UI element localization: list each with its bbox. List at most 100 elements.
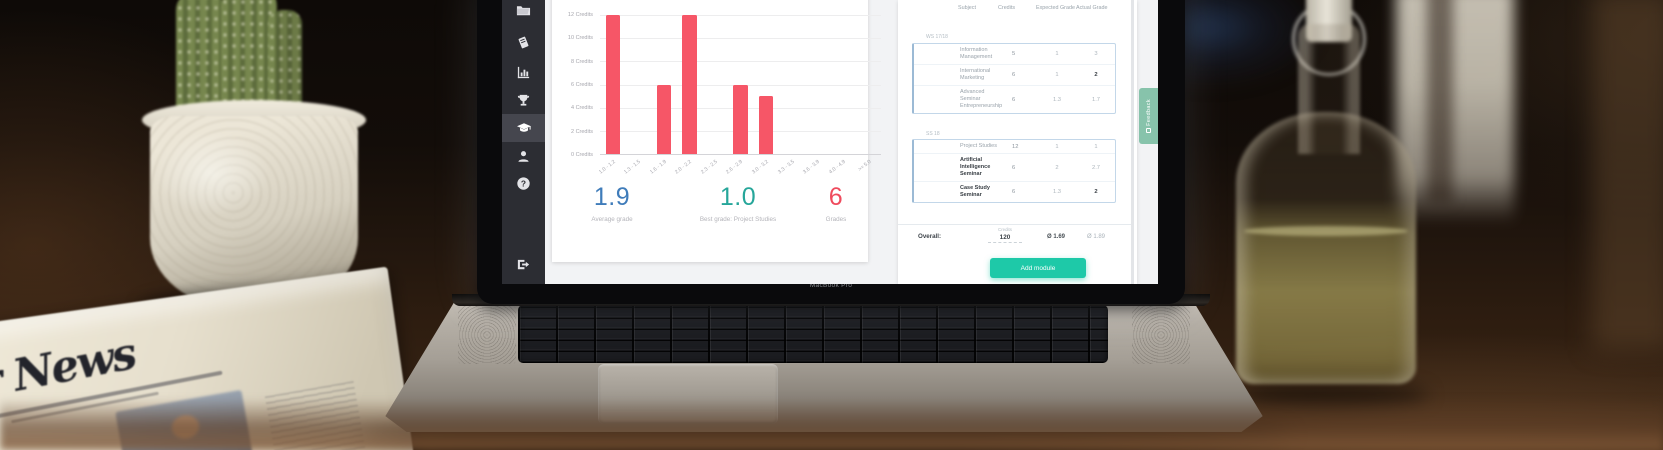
- stat-value: 6: [828, 183, 844, 211]
- chart-y-axis: 12 Credits 10 Credits 8 Credits 6 Credits 4 …: [552, 12, 596, 158]
- column-header-actual-grade: Actual Grade: [1076, 5, 1108, 11]
- chart-bar: [733, 84, 748, 154]
- stat-best-grade: 1.0 Best grade: Project Studies: [672, 184, 804, 248]
- bottle-stopper: [1306, 0, 1352, 42]
- feedback-tab[interactable]: Feedback: [1139, 88, 1158, 144]
- credits-value: 5: [1012, 51, 1016, 57]
- actual-grade-value: 3: [1094, 51, 1098, 57]
- feedback-tab-label: Feedback: [1145, 98, 1152, 126]
- sidebar-item-logout[interactable]: [502, 250, 545, 278]
- table-row[interactable]: International Marketing 6 1 2: [914, 65, 1115, 86]
- table-row[interactable]: Case Study Seminar 6 1.3 2: [914, 182, 1115, 202]
- chart-plot: [600, 15, 881, 155]
- scrollbar[interactable]: [1131, 0, 1134, 284]
- expected-grade-value: 1: [1055, 51, 1059, 57]
- column-header-subject: Subject: [958, 5, 976, 11]
- newspaper-masthead: r News: [0, 328, 140, 409]
- semester-label: SS 18: [926, 131, 940, 137]
- credits-value: 6: [1012, 189, 1016, 195]
- stat-grades-count: 6 Grades: [804, 184, 868, 248]
- glass-bottle: [1228, 0, 1424, 404]
- bar-chart-icon: [517, 66, 530, 78]
- credits-value: 6: [1012, 96, 1016, 103]
- chart-bar: [656, 84, 671, 154]
- semester-box: Information Management 5 1 3 Internation…: [912, 43, 1116, 114]
- sidebar-item-statistics[interactable]: [502, 58, 545, 86]
- chart-bar: [682, 15, 697, 154]
- cactus-stem: [268, 10, 302, 114]
- semester-label: WS 17/18: [926, 34, 948, 40]
- stat-label: Average grade: [591, 216, 633, 223]
- sidebar-item-notes[interactable]: [502, 28, 545, 56]
- laptop-brand-label: MacBook Pro: [809, 282, 853, 289]
- laptop-screen: MacBook Pro: [477, 0, 1185, 304]
- chart-y-tick-label: 4 Credits: [570, 105, 593, 112]
- credits-value: 6: [1012, 164, 1016, 171]
- expected-grade-value: 1: [1055, 143, 1059, 150]
- chart-bar: [758, 96, 774, 154]
- expected-grade-value: 2: [1055, 164, 1059, 171]
- graduation-cap-icon: [516, 123, 531, 132]
- chart-gridline: [600, 61, 881, 63]
- expected-grade-value: 1.3: [1052, 189, 1062, 195]
- chart-y-tick-label: 2 Credits: [570, 128, 593, 135]
- grades-table-panel: Subject Credits Expected Grade Actual Gr…: [898, 0, 1137, 284]
- chart-gridline: [600, 15, 881, 16]
- credits-value: 12: [1012, 143, 1019, 150]
- background-light-band: [1592, 0, 1663, 350]
- column-header-expected-grade: Expected Grade: [1036, 5, 1075, 11]
- stat-average-grade: 1.9 Average grade: [552, 184, 672, 248]
- bottle-liquid-surface: [1244, 226, 1408, 236]
- table-row[interactable]: Project Studies 12 1 1: [914, 140, 1115, 154]
- subject-name: Case Study Seminar: [960, 185, 990, 198]
- column-header-credits: Credits: [998, 5, 1016, 11]
- bottle-body: [1236, 112, 1416, 384]
- subject-name: Artificial Intelligence Seminar: [960, 157, 991, 177]
- table-row[interactable]: Artificial Intelligence Seminar 6 2 2.7: [914, 154, 1115, 182]
- chart-y-tick-label: 12 Credits: [567, 12, 593, 18]
- sidebar-item-help[interactable]: ?: [502, 169, 545, 197]
- laptop-speaker-right: [1132, 306, 1190, 364]
- actual-grade-value: 2.7: [1091, 164, 1101, 171]
- actual-grade-value: 1: [1094, 143, 1098, 150]
- table-row[interactable]: Advanced Seminar Entrepreneurship 6 1.3 …: [914, 86, 1115, 113]
- overall-row: Overall: Credits 120 Ø 1.69 Ø 1.89: [898, 224, 1132, 250]
- chart-gridline: [600, 38, 881, 40]
- sidebar-item-profile[interactable]: [502, 142, 545, 170]
- table-row[interactable]: Information Management 5 1 3: [914, 44, 1115, 65]
- svg-text:?: ?: [521, 178, 526, 188]
- laptop-keyboard: [518, 305, 1108, 363]
- feedback-dialog-icon: [1146, 128, 1151, 134]
- expected-grade-value: 1: [1055, 72, 1059, 78]
- chart-y-tick-label: 8 Credits: [570, 58, 593, 65]
- semester-box: Project Studies 12 1 1 Artificial Intell…: [912, 139, 1116, 203]
- overall-credits-value: 120: [988, 234, 1022, 243]
- chart-y-tick-label: 6 Credits: [570, 82, 593, 88]
- sidebar-item-grades[interactable]: [502, 114, 545, 142]
- desk-front-edge: [0, 398, 1663, 450]
- sidebar-item-documents[interactable]: [502, 0, 545, 24]
- help-icon: ?: [517, 176, 530, 190]
- subject-name: Information Management: [960, 47, 993, 60]
- stat-value: 1.0: [719, 183, 757, 211]
- sidebar-item-achievements[interactable]: [502, 86, 545, 114]
- notes-icon: [518, 36, 529, 48]
- expected-grade-value: 1.3: [1052, 96, 1062, 103]
- overall-credits-caption: Credits: [998, 227, 1012, 232]
- trophy-icon: [517, 94, 530, 106]
- chart-bar: [605, 15, 620, 154]
- app-window: ? 12 Credits 10 Credits 8 Credits 6 Credits…: [502, 0, 1158, 284]
- chart-y-tick-label: 0 Credits: [570, 152, 593, 158]
- overall-actual-average: Ø 1.89: [1086, 234, 1105, 240]
- summary-stats: 1.9 Average grade 1.0 Best grade: Projec…: [552, 184, 868, 248]
- laptop-speaker-left: [458, 306, 516, 364]
- actual-grade-value: 1.7: [1091, 96, 1101, 103]
- add-module-button[interactable]: Add module: [990, 258, 1086, 278]
- folder-icon: [516, 5, 531, 15]
- overall-expected-average: Ø 1.69: [1046, 234, 1065, 240]
- grades-chart-card: 12 Credits 10 Credits 8 Credits 6 Credits 4 …: [552, 0, 881, 262]
- background-door-gap: [1427, 0, 1453, 203]
- logout-icon: [517, 259, 530, 269]
- stat-value: 1.9: [593, 183, 631, 211]
